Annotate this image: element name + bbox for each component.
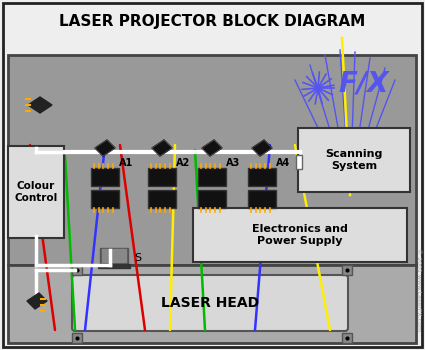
Bar <box>72 333 82 343</box>
FancyBboxPatch shape <box>298 128 410 192</box>
Bar <box>148 168 176 186</box>
Polygon shape <box>102 249 126 262</box>
Polygon shape <box>27 293 47 309</box>
Text: Electronics and
Power Supply: Electronics and Power Supply <box>252 224 348 246</box>
Bar <box>198 168 226 186</box>
Bar <box>198 190 226 208</box>
Text: A3: A3 <box>226 158 240 168</box>
Text: LASER PROJECTOR BLOCK DIAGRAM: LASER PROJECTOR BLOCK DIAGRAM <box>59 14 365 29</box>
FancyBboxPatch shape <box>72 275 348 331</box>
Bar <box>248 168 276 186</box>
Bar <box>91 190 119 208</box>
Polygon shape <box>202 140 222 156</box>
Bar <box>342 265 352 275</box>
FancyBboxPatch shape <box>8 146 64 238</box>
Text: S: S <box>134 253 141 263</box>
Bar <box>8 265 416 343</box>
Text: © 2001 www.LaserFX.com: © 2001 www.LaserFX.com <box>416 248 421 331</box>
Text: A2: A2 <box>176 158 190 168</box>
Polygon shape <box>152 140 172 156</box>
Text: Colour
Control: Colour Control <box>14 181 58 203</box>
Text: A4: A4 <box>276 158 290 168</box>
Bar <box>72 265 82 275</box>
Bar <box>296 155 302 169</box>
Polygon shape <box>98 264 130 268</box>
Text: A1: A1 <box>119 158 133 168</box>
Text: LASER HEAD: LASER HEAD <box>161 296 259 310</box>
Polygon shape <box>252 140 272 156</box>
Bar <box>91 168 119 186</box>
Bar <box>8 55 416 265</box>
Text: Scanning
System: Scanning System <box>325 149 382 171</box>
Polygon shape <box>100 248 128 264</box>
Text: F/X: F/X <box>338 69 388 97</box>
FancyBboxPatch shape <box>193 208 407 262</box>
Bar <box>248 190 276 208</box>
Polygon shape <box>95 140 115 156</box>
Bar <box>342 333 352 343</box>
Polygon shape <box>28 97 52 113</box>
Bar <box>148 190 176 208</box>
